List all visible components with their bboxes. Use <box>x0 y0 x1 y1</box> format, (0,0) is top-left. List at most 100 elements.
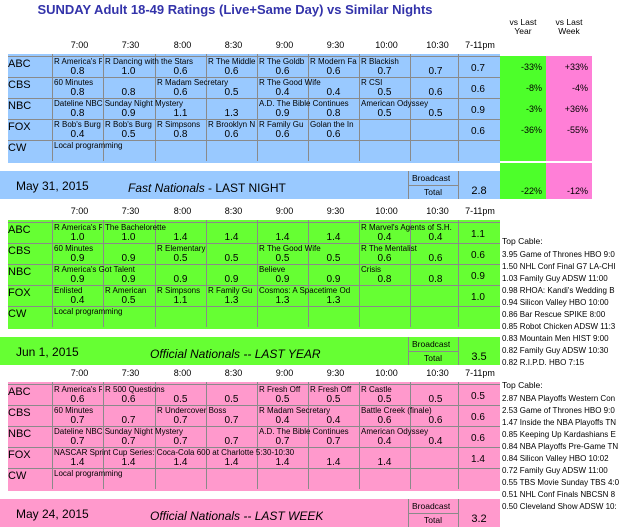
vs-last-year-total: -22% <box>500 171 546 199</box>
show-title: R Brooklyn N <box>208 120 256 129</box>
rating-value: 0.7 <box>173 436 188 447</box>
total-label: Total <box>424 515 442 525</box>
rating-value: 0.6 <box>121 394 136 405</box>
rating-value: 0.6 <box>326 129 341 140</box>
network-label-fox: FOX <box>8 121 31 133</box>
rating-value: 1.0 <box>121 232 136 243</box>
time-slot-label: 7:00 <box>70 206 89 216</box>
show-title: A.D. The Bible Continues <box>259 427 349 436</box>
show-title: R Dancing with the Stars <box>105 57 194 66</box>
grid-line <box>8 119 500 120</box>
network-label-fox: FOX <box>8 287 31 299</box>
rating-value: 0.8 <box>70 108 85 119</box>
rating-value: 0.7 <box>70 415 85 426</box>
time-slot-label: 10:00 <box>375 206 398 216</box>
grid-line <box>458 220 459 327</box>
show-title: R Family Gu <box>208 286 253 295</box>
rating-value: 0.7 <box>326 436 341 447</box>
grid-line <box>458 337 459 365</box>
show-title: R America's Got Talent <box>54 265 135 274</box>
top-cable-item: 3.95 Game of Thrones HBO 9:0 <box>502 250 615 259</box>
rating-value: 0.6 <box>428 415 443 426</box>
top-cable-item: 0.86 Bar Rescue SPIKE 8:00 <box>502 310 606 319</box>
show-title: R Madam Secretary <box>157 78 229 87</box>
rating-value: 0.7 <box>224 415 239 426</box>
top-cable-item: 0.84 Silicon Valley HBO 10:02 <box>502 454 609 463</box>
grid-line <box>308 382 309 489</box>
grid-line <box>8 140 500 141</box>
top-cable-item: 0.83 Mountain Men HIST 9:00 <box>502 334 609 343</box>
network-label-cw: CW <box>8 470 27 482</box>
rating-value: 0.8 <box>377 274 392 285</box>
top-cable-item: 0.82 R.I.P.D. HBO 7:15 <box>502 358 585 367</box>
show-title: Dateline NBC Sunday Night Mystery <box>54 427 183 436</box>
top-cable-item: 0.50 Cleveland Show ADSW 10: <box>502 502 617 511</box>
broadcast-label: Broadcast <box>412 173 451 183</box>
time-slot-label: 10:30 <box>426 206 449 216</box>
rating-value: 0.5 <box>275 253 290 264</box>
show-title: R The Middle <box>208 57 256 66</box>
top-cable-header: Top Cable: <box>502 380 543 390</box>
show-title: Dateline NBC Sunday Night Mystery <box>54 99 183 108</box>
rating-value: 1.3 <box>224 108 239 119</box>
network-label-nbc: NBC <box>8 266 32 278</box>
network-label-cbs: CBS <box>8 245 31 257</box>
grid-line <box>359 382 360 489</box>
time-slot-label: 7:00 <box>70 368 89 378</box>
rating-value: 0.4 <box>275 415 290 426</box>
show-title: 60 Minutes <box>54 244 94 253</box>
rating-value: 0.4 <box>70 295 85 306</box>
rating-value: 0.9 <box>224 274 239 285</box>
footer-label: Official Nationals -- LAST YEAR <box>150 345 321 363</box>
night-average: 0.6 <box>471 433 485 444</box>
rating-value: 0.5 <box>275 394 290 405</box>
rating-value: 0.9 <box>121 274 136 285</box>
rating-value: 1.4 <box>326 457 341 468</box>
footer-date: Jun 1, 2015 <box>16 345 79 359</box>
rating-value: 1.4 <box>121 457 136 468</box>
night-average: 0.6 <box>471 250 485 261</box>
rating-value: 0.6 <box>70 394 85 405</box>
time-slot-label: 9:00 <box>275 40 294 50</box>
rating-value: 1.0 <box>121 66 136 77</box>
rating-value: 0.6 <box>428 87 443 98</box>
time-slot-label: 7-11pm <box>465 206 495 216</box>
night-average: 0.5 <box>471 391 485 402</box>
night-average: 1.0 <box>471 292 485 303</box>
rating-value: 0.6 <box>275 66 290 77</box>
ratings-block-last-night <box>8 54 500 163</box>
rating-value: 0.7 <box>275 436 290 447</box>
time-slot-label: 7:30 <box>121 40 140 50</box>
broadcast-total: 2.8 <box>471 185 487 197</box>
vs-last-week-cell: -4% <box>546 77 592 98</box>
vs-week-gap <box>546 163 592 171</box>
rating-value: 0.5 <box>224 253 239 264</box>
grid-line <box>8 77 500 78</box>
show-title: R Fresh Off <box>310 385 352 394</box>
show-title: R Blackish <box>361 57 399 66</box>
show-title: R Modern Fa <box>310 57 357 66</box>
show-title: American Odyssey <box>361 427 429 436</box>
rating-value: 0.7 <box>121 436 136 447</box>
top-cable-item: 0.85 Robot Chicken ADSW 11:3 <box>502 322 616 331</box>
vs-year-gap <box>500 163 546 171</box>
grid-line <box>206 382 207 489</box>
time-slot-label: 7-11pm <box>465 368 495 378</box>
footer-label: Official Nationals -- LAST WEEK <box>150 507 323 525</box>
show-title: R American <box>105 286 147 295</box>
broadcast-label: Broadcast <box>412 501 451 511</box>
broadcast-label: Broadcast <box>412 339 451 349</box>
rating-value: 0.5 <box>224 394 239 405</box>
broadcast-total: 3.5 <box>471 351 487 363</box>
rating-value: 0.6 <box>377 415 392 426</box>
grid-line <box>8 306 500 307</box>
rating-value: 1.4 <box>70 457 85 468</box>
grid-line <box>359 220 360 327</box>
rating-value: 0.4 <box>70 129 85 140</box>
network-label-abc: ABC <box>8 224 31 236</box>
page-title: SUNDAY Adult 18-49 Ratings (Live+Same Da… <box>0 2 470 17</box>
network-label-abc: ABC <box>8 58 31 70</box>
top-cable-item: 2.53 Game of Thrones HBO 9:0 <box>502 406 615 415</box>
grid-line <box>8 405 500 406</box>
total-label: Total <box>424 353 442 363</box>
